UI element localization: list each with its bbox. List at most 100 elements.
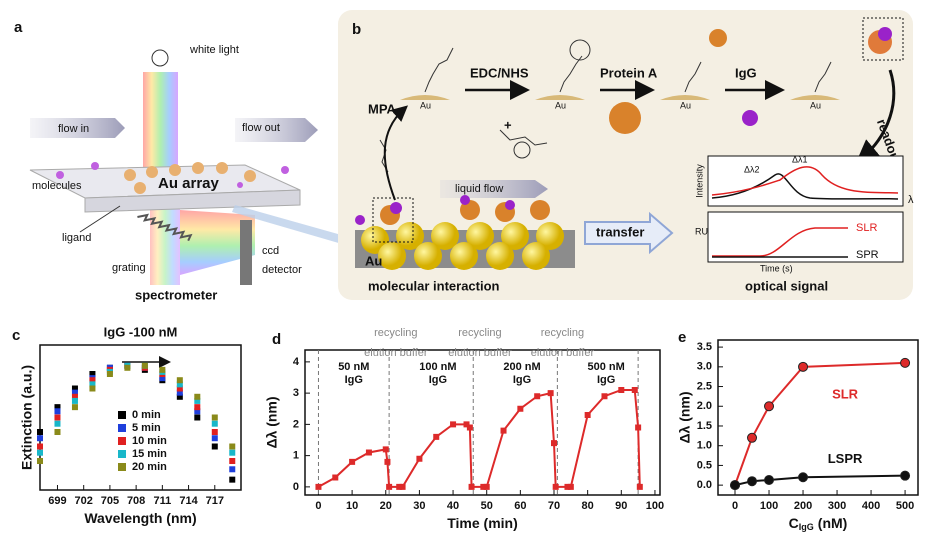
marker bbox=[71, 404, 78, 411]
marker bbox=[54, 404, 61, 411]
zoom-box bbox=[862, 17, 904, 61]
y-tick-label: 0 bbox=[293, 481, 299, 493]
panel-b: b Au Au Au Au EDC/NHS Protein A IgG + MP… bbox=[338, 10, 914, 300]
marker bbox=[176, 389, 183, 396]
marker bbox=[229, 476, 236, 483]
label: SLR bbox=[856, 222, 877, 234]
x-tick-label: 0 bbox=[732, 500, 738, 512]
x-tick-label: 0 bbox=[315, 500, 321, 512]
marker bbox=[89, 377, 96, 384]
marker bbox=[37, 435, 43, 442]
marker bbox=[211, 429, 218, 435]
marker bbox=[747, 476, 758, 487]
x-axis-label-unit: (nM) bbox=[818, 515, 848, 531]
marker bbox=[547, 390, 554, 397]
marker bbox=[89, 381, 96, 388]
label: RU bbox=[695, 226, 708, 236]
x-tick-label: 702 bbox=[75, 495, 93, 507]
x-tick-label: 50 bbox=[481, 500, 493, 512]
marker bbox=[900, 470, 911, 481]
annotation: IgG bbox=[513, 374, 531, 386]
annotation: 50 nM bbox=[338, 361, 369, 373]
label: liquid flow bbox=[455, 183, 503, 195]
label: SPR bbox=[856, 249, 879, 261]
y-tick-label: 2.5 bbox=[697, 380, 712, 392]
arrow bbox=[383, 105, 409, 201]
marker bbox=[384, 458, 391, 465]
legend-label: SLR bbox=[832, 386, 859, 401]
dispersed-light bbox=[180, 210, 255, 275]
legend-swatch bbox=[118, 424, 126, 432]
legend-swatch bbox=[118, 450, 126, 458]
x-tick-label: 705 bbox=[101, 495, 119, 507]
x-tick-label: 714 bbox=[179, 495, 198, 507]
annotation: recycling bbox=[374, 327, 417, 339]
marker bbox=[176, 393, 183, 400]
x-tick-label: 10 bbox=[346, 500, 358, 512]
legend-label: 15 min bbox=[132, 448, 167, 460]
y-tick-label: 3 bbox=[293, 387, 299, 399]
y-tick-label: 2 bbox=[293, 418, 299, 430]
x-tick-label: 200 bbox=[794, 500, 812, 512]
label: optical signal bbox=[745, 278, 828, 293]
label: Au bbox=[555, 100, 566, 110]
marker bbox=[399, 483, 406, 490]
y-tick-label: 2.0 bbox=[697, 400, 712, 412]
marker bbox=[798, 361, 809, 372]
y-tick-label: 3.0 bbox=[697, 361, 712, 373]
y-tick-label: 1.0 bbox=[697, 440, 712, 452]
y-tick-label: 1.5 bbox=[697, 420, 712, 432]
legend-swatch bbox=[118, 463, 126, 471]
chart-title: IgG -100 nM bbox=[104, 324, 178, 339]
label: detector bbox=[262, 264, 302, 276]
flow-arrow bbox=[440, 180, 548, 198]
x-axis-label: CIgG (nM) bbox=[789, 515, 848, 533]
panel-letter: c bbox=[12, 327, 20, 344]
marker bbox=[37, 449, 43, 456]
x-tick-label: 400 bbox=[862, 500, 880, 512]
annotation: 500 nM bbox=[588, 361, 625, 373]
x-tick-label: 300 bbox=[828, 500, 846, 512]
y-tick-label: 0.0 bbox=[697, 479, 712, 491]
marker bbox=[194, 397, 201, 404]
x-tick-label: 100 bbox=[646, 500, 664, 512]
marker bbox=[618, 387, 625, 393]
marker bbox=[468, 483, 475, 490]
x-tick-label: 70 bbox=[548, 500, 560, 512]
label: grating bbox=[112, 262, 146, 274]
marker bbox=[463, 421, 470, 428]
series-line bbox=[734, 361, 906, 486]
marker bbox=[551, 440, 558, 447]
label: flow in bbox=[58, 123, 89, 135]
inset-sensorgram: RU SLR SPR Time (s) bbox=[695, 211, 904, 273]
marker bbox=[229, 466, 236, 473]
plot-frame bbox=[39, 344, 242, 491]
marker bbox=[764, 401, 775, 412]
label: white light bbox=[189, 44, 239, 56]
marker bbox=[500, 427, 507, 434]
x-tick-label: 40 bbox=[447, 500, 459, 512]
x-tick-label: 699 bbox=[48, 495, 66, 507]
x-tick-label: 717 bbox=[206, 495, 224, 507]
marker bbox=[106, 371, 113, 377]
plot-frame bbox=[304, 349, 661, 496]
zoom-box bbox=[372, 197, 414, 243]
marker bbox=[176, 385, 183, 392]
marker bbox=[730, 480, 741, 491]
marker bbox=[480, 483, 487, 490]
legend-label: 5 min bbox=[132, 422, 161, 434]
x-tick-label: 20 bbox=[380, 500, 392, 512]
marker bbox=[229, 449, 236, 456]
annotation: 200 nM bbox=[503, 361, 540, 373]
marker bbox=[416, 455, 423, 462]
arrow bbox=[855, 69, 896, 164]
marker bbox=[349, 458, 356, 465]
label: Au bbox=[810, 100, 821, 110]
plus: + bbox=[504, 117, 512, 132]
x-axis-label-part: Time (min) bbox=[447, 515, 518, 531]
x-tick-label: 90 bbox=[615, 500, 627, 512]
label: flow out bbox=[242, 122, 280, 134]
label: Au bbox=[365, 253, 382, 268]
annotation: elution buffer bbox=[448, 347, 512, 359]
protein-a bbox=[609, 102, 641, 134]
